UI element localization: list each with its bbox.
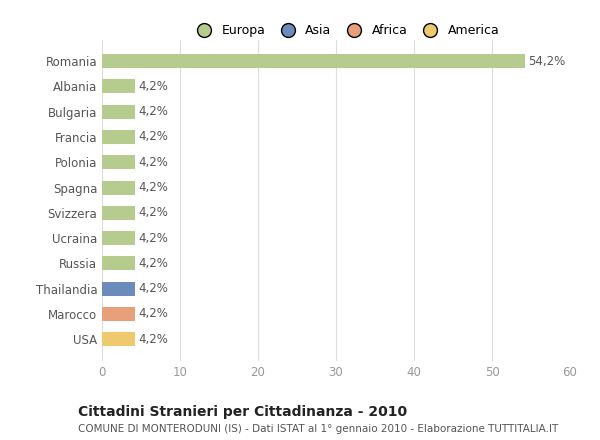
Bar <box>102 282 135 296</box>
Bar <box>102 206 135 220</box>
Text: 4,2%: 4,2% <box>138 105 168 118</box>
Bar <box>102 155 135 169</box>
Text: 4,2%: 4,2% <box>138 282 168 295</box>
Text: 4,2%: 4,2% <box>138 206 168 220</box>
Text: 4,2%: 4,2% <box>138 80 168 93</box>
Text: 4,2%: 4,2% <box>138 156 168 169</box>
Bar <box>102 307 135 321</box>
Text: 4,2%: 4,2% <box>138 231 168 245</box>
Text: 54,2%: 54,2% <box>528 55 565 68</box>
Text: 4,2%: 4,2% <box>138 333 168 346</box>
Text: 4,2%: 4,2% <box>138 308 168 320</box>
Bar <box>102 130 135 144</box>
Bar <box>102 180 135 194</box>
Text: 4,2%: 4,2% <box>138 131 168 143</box>
Bar <box>102 80 135 93</box>
Bar <box>102 257 135 270</box>
Text: 4,2%: 4,2% <box>138 181 168 194</box>
Bar <box>102 231 135 245</box>
Bar <box>102 54 525 68</box>
Text: Cittadini Stranieri per Cittadinanza - 2010: Cittadini Stranieri per Cittadinanza - 2… <box>78 405 407 419</box>
Bar <box>102 105 135 119</box>
Text: COMUNE DI MONTERODUNI (IS) - Dati ISTAT al 1° gennaio 2010 - Elaborazione TUTTIT: COMUNE DI MONTERODUNI (IS) - Dati ISTAT … <box>78 424 558 434</box>
Legend: Europa, Asia, Africa, America: Europa, Asia, Africa, America <box>188 20 503 40</box>
Text: 4,2%: 4,2% <box>138 257 168 270</box>
Bar <box>102 332 135 346</box>
